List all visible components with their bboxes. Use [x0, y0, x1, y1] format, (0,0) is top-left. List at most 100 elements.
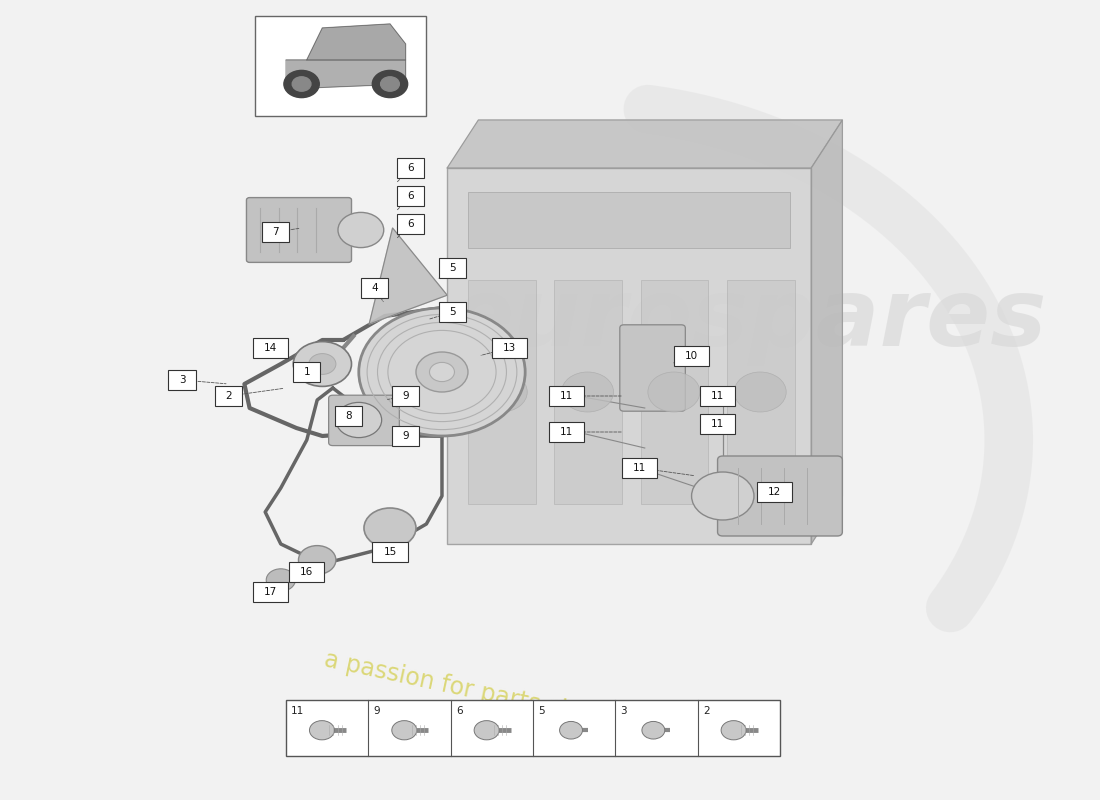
- Circle shape: [560, 722, 583, 739]
- Polygon shape: [370, 228, 448, 324]
- Text: 2: 2: [703, 706, 710, 717]
- Text: 5: 5: [538, 706, 544, 717]
- Text: a passion for parts since 1985: a passion for parts since 1985: [322, 647, 676, 745]
- Bar: [334, 406, 362, 426]
- Bar: [621, 458, 657, 478]
- Circle shape: [372, 70, 408, 98]
- Circle shape: [364, 508, 416, 548]
- Text: 6: 6: [407, 163, 414, 173]
- Text: 10: 10: [685, 351, 698, 361]
- Circle shape: [475, 372, 527, 412]
- Text: 1: 1: [304, 367, 310, 377]
- Circle shape: [309, 354, 336, 374]
- Polygon shape: [307, 24, 406, 60]
- FancyBboxPatch shape: [246, 198, 352, 262]
- Bar: [361, 278, 388, 298]
- Circle shape: [722, 721, 746, 740]
- Text: 9: 9: [403, 391, 409, 401]
- Bar: [468, 192, 791, 248]
- Circle shape: [293, 77, 311, 91]
- Circle shape: [294, 342, 352, 386]
- Bar: [253, 338, 288, 358]
- Text: 6: 6: [407, 219, 414, 229]
- Circle shape: [266, 569, 295, 591]
- Bar: [397, 186, 425, 206]
- Circle shape: [309, 721, 334, 740]
- Bar: [700, 414, 735, 434]
- Text: 13: 13: [503, 343, 516, 353]
- Bar: [674, 346, 710, 366]
- Bar: [392, 426, 419, 446]
- Text: 5: 5: [449, 263, 455, 273]
- Bar: [286, 700, 780, 756]
- Bar: [168, 370, 196, 390]
- Text: 9: 9: [374, 706, 381, 717]
- Bar: [468, 280, 536, 504]
- Bar: [289, 562, 324, 582]
- Polygon shape: [811, 120, 843, 544]
- Bar: [397, 158, 425, 178]
- Bar: [492, 338, 527, 358]
- Circle shape: [359, 308, 525, 436]
- Circle shape: [692, 472, 754, 520]
- Circle shape: [734, 372, 786, 412]
- Text: 3: 3: [620, 706, 627, 717]
- Text: 17: 17: [264, 587, 277, 597]
- Bar: [700, 386, 735, 406]
- Circle shape: [338, 212, 384, 248]
- Text: 7: 7: [273, 227, 279, 237]
- Bar: [439, 258, 466, 278]
- Text: 2: 2: [226, 391, 232, 401]
- Text: 6: 6: [407, 191, 414, 201]
- Bar: [294, 362, 320, 382]
- Text: 11: 11: [632, 463, 646, 473]
- Circle shape: [298, 546, 336, 574]
- Bar: [549, 422, 584, 442]
- Bar: [640, 280, 708, 504]
- Bar: [549, 386, 584, 406]
- Circle shape: [562, 372, 614, 412]
- Circle shape: [284, 70, 319, 98]
- Bar: [439, 302, 466, 322]
- Text: 11: 11: [560, 427, 573, 437]
- Bar: [216, 386, 242, 406]
- Text: 14: 14: [264, 343, 277, 353]
- Circle shape: [381, 77, 399, 91]
- FancyBboxPatch shape: [717, 456, 843, 536]
- Bar: [554, 280, 621, 504]
- Bar: [255, 16, 427, 116]
- Text: 5: 5: [449, 307, 455, 317]
- Circle shape: [392, 721, 417, 740]
- Text: 4: 4: [371, 283, 377, 293]
- Circle shape: [336, 402, 382, 438]
- Text: 11: 11: [711, 419, 724, 429]
- Text: 3: 3: [178, 375, 185, 385]
- FancyBboxPatch shape: [329, 395, 399, 446]
- Text: 9: 9: [403, 431, 409, 441]
- Text: 11: 11: [560, 391, 573, 401]
- Circle shape: [429, 362, 454, 382]
- Text: 11: 11: [292, 706, 305, 717]
- Text: 12: 12: [768, 487, 781, 497]
- Circle shape: [474, 721, 499, 740]
- Text: 8: 8: [345, 411, 352, 421]
- Text: 15: 15: [384, 547, 397, 557]
- Bar: [448, 168, 811, 544]
- Text: eurospares: eurospares: [450, 274, 1047, 366]
- Text: 6: 6: [455, 706, 462, 717]
- FancyBboxPatch shape: [619, 325, 685, 411]
- Circle shape: [416, 352, 468, 392]
- Polygon shape: [448, 120, 843, 168]
- Bar: [373, 542, 408, 562]
- Circle shape: [642, 722, 664, 739]
- Bar: [392, 386, 419, 406]
- Bar: [727, 280, 794, 504]
- Text: 11: 11: [711, 391, 724, 401]
- Bar: [262, 222, 289, 242]
- Bar: [757, 482, 792, 502]
- Bar: [397, 214, 425, 234]
- Polygon shape: [286, 60, 406, 88]
- Bar: [253, 582, 288, 602]
- Text: 16: 16: [300, 567, 313, 577]
- Circle shape: [648, 372, 700, 412]
